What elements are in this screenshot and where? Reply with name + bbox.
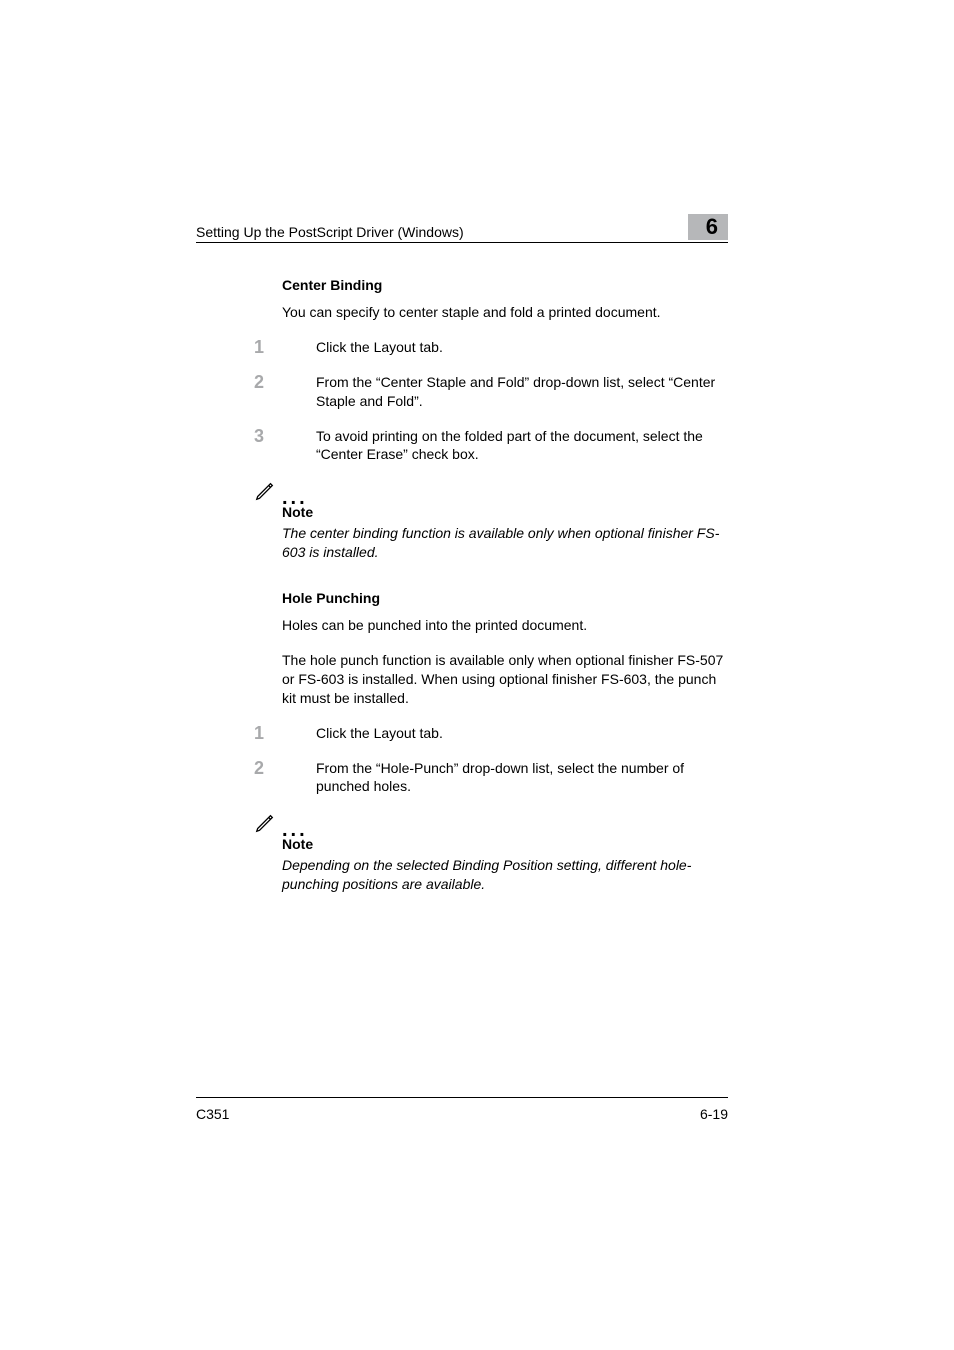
running-header: Setting Up the PostScript Driver (Window… (196, 214, 728, 243)
note-text: Depending on the selected Binding Positi… (282, 856, 728, 894)
step-item: 2 From the “Center Staple and Fold” drop… (254, 373, 728, 411)
step-text: To avoid printing on the folded part of … (316, 428, 703, 463)
note-text: The center binding function is available… (282, 524, 728, 562)
extra-text: The hole punch function is available onl… (282, 651, 728, 708)
running-title: Setting Up the PostScript Driver (Window… (196, 224, 464, 240)
step-text: From the “Center Staple and Fold” drop-d… (316, 374, 715, 409)
steps-list: 1 Click the Layout tab. 2 From the “Cent… (254, 338, 728, 464)
step-item: 2 From the “Hole-Punch” drop-down list, … (254, 759, 728, 797)
section-heading-hole-punching: Hole Punching (282, 590, 728, 606)
step-number: 1 (254, 335, 284, 359)
note-label: Note (282, 504, 728, 520)
note-dots: ... (282, 492, 308, 504)
intro-text: You can specify to center staple and fol… (282, 303, 728, 322)
chapter-number-box: 6 (688, 214, 728, 240)
step-number: 2 (254, 756, 284, 780)
step-number: 1 (254, 721, 284, 745)
step-number: 3 (254, 424, 284, 448)
note-icon-row: ... (254, 480, 728, 502)
intro-text: Holes can be punched into the printed do… (282, 616, 728, 635)
footer-model: C351 (196, 1106, 229, 1122)
step-item: 1 Click the Layout tab. (254, 338, 728, 357)
pencil-icon (254, 480, 276, 502)
note-icon-row: ... (254, 812, 728, 834)
footer-page-number: 6-19 (700, 1106, 728, 1122)
step-number: 2 (254, 370, 284, 394)
section-heading-center-binding: Center Binding (282, 277, 728, 293)
step-item: 1 Click the Layout tab. (254, 724, 728, 743)
steps-list: 1 Click the Layout tab. 2 From the “Hole… (254, 724, 728, 797)
note-dots: ... (282, 824, 308, 836)
step-item: 3 To avoid printing on the folded part o… (254, 427, 728, 465)
pencil-icon (254, 812, 276, 834)
step-text: From the “Hole-Punch” drop-down list, se… (316, 760, 684, 795)
note-label: Note (282, 836, 728, 852)
step-text: Click the Layout tab. (316, 339, 443, 355)
chapter-number: 6 (706, 216, 718, 238)
note-block: ... Note Depending on the selected Bindi… (254, 812, 728, 894)
page-footer: C351 6-19 (196, 1097, 728, 1122)
page-content: Center Binding You can specify to center… (196, 277, 728, 894)
step-text: Click the Layout tab. (316, 725, 443, 741)
note-block: ... Note The center binding function is … (254, 480, 728, 562)
